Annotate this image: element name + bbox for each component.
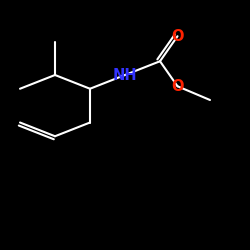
Text: NH: NH — [113, 68, 137, 82]
Text: O: O — [171, 29, 184, 44]
Text: O: O — [171, 79, 184, 94]
